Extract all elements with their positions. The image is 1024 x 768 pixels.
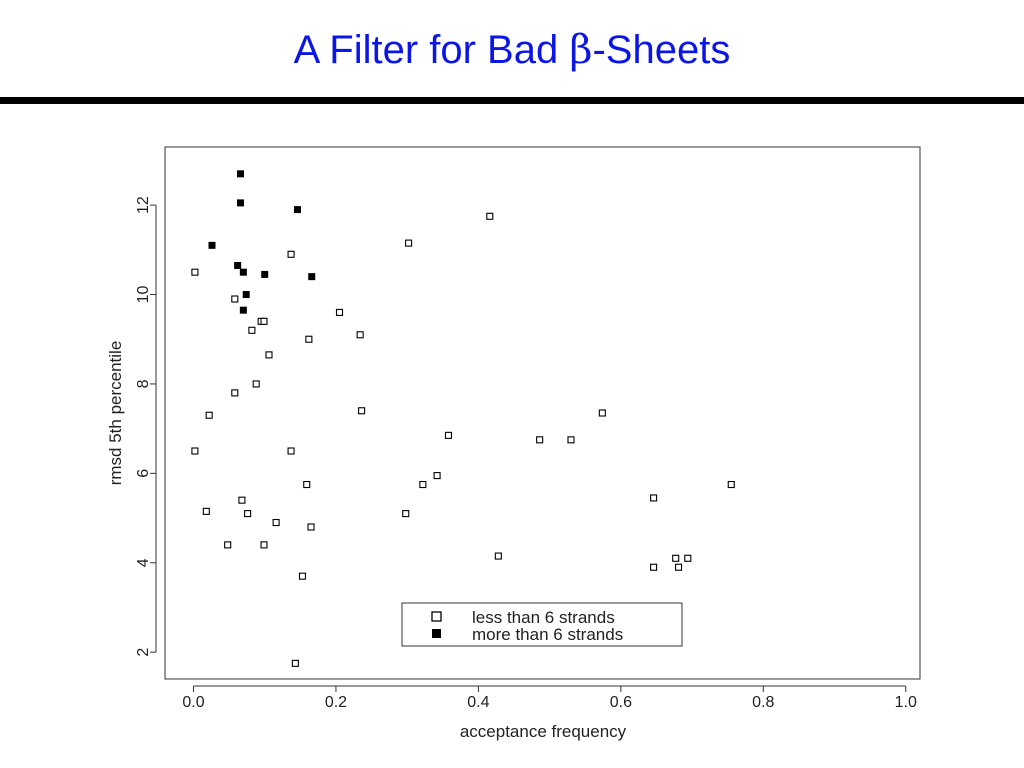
x-axis-label: acceptance frequency (460, 722, 627, 741)
legend: less than 6 strands more than 6 strands (401, 602, 683, 647)
y-tick-label: 2 (135, 648, 152, 657)
y-tick-label: 4 (135, 558, 152, 567)
data-point-open (307, 523, 315, 531)
legend-label-less-than-6: less than 6 strands (472, 608, 615, 627)
x-tick-label: 0.2 (325, 694, 347, 711)
data-point-filled (239, 306, 247, 314)
data-point-open (650, 563, 658, 571)
data-point-open (494, 552, 502, 560)
data-point-open (405, 239, 413, 247)
data-point-open (356, 331, 364, 339)
data-point-open (260, 317, 268, 325)
x-tick-label: 0.4 (467, 694, 489, 711)
x-tick-label: 0.6 (610, 694, 632, 711)
data-point-filled (308, 273, 316, 281)
data-point-open (358, 407, 366, 415)
y-axis: 2 4 6 8 10 12 (135, 196, 157, 657)
data-point-filled (239, 268, 247, 276)
data-point-filled (208, 241, 216, 249)
data-point-open (305, 335, 313, 343)
data-point-filled (234, 261, 242, 269)
x-tick-label: 0.0 (182, 694, 204, 711)
data-point-open (202, 507, 210, 515)
data-point-open (672, 554, 680, 562)
data-point-open (224, 541, 232, 549)
data-point-open (260, 541, 268, 549)
data-point-open (650, 494, 658, 502)
data-point-open (238, 496, 246, 504)
data-point-open (598, 409, 606, 417)
data-point-open (444, 431, 453, 439)
y-tick-label: 8 (135, 379, 152, 388)
slide-title: A Filter for Bad β-Sheets (0, 22, 1024, 78)
data-point-filled (237, 199, 244, 207)
data-point-open (402, 510, 410, 518)
data-point-filled (242, 291, 250, 299)
title-divider (0, 97, 1024, 104)
data-point-open (335, 308, 344, 316)
data-points (191, 170, 735, 667)
x-tick-label: 1.0 (895, 694, 917, 711)
x-tick-label: 0.8 (752, 694, 774, 711)
data-point-open (684, 554, 692, 562)
y-tick-label: 10 (135, 286, 152, 304)
legend-label-more-than-6: more than 6 strands (472, 625, 623, 644)
data-point-open (486, 212, 494, 220)
data-point-open (231, 389, 239, 397)
data-point-open (191, 447, 199, 455)
y-tick-label: 12 (135, 196, 152, 214)
data-point-open (567, 436, 575, 444)
data-point-filled (237, 170, 244, 178)
data-point-open (287, 250, 295, 258)
x-axis: 0.0 0.2 0.4 0.6 0.8 1.0 (182, 685, 917, 711)
data-point-open (272, 518, 280, 527)
data-point-filled (261, 270, 269, 278)
data-point-open (433, 472, 441, 480)
data-point-open (303, 480, 311, 489)
data-point-open (287, 447, 295, 455)
title-prefix: A Filter for Bad (293, 28, 570, 72)
data-point-open (205, 411, 213, 419)
legend-filled-square-marker (432, 629, 441, 638)
data-point-open (265, 351, 273, 359)
title-beta-symbol: β (569, 27, 593, 73)
data-point-open (536, 436, 544, 444)
legend-open-square-marker (431, 611, 442, 622)
y-tick-label: 6 (135, 469, 152, 478)
y-axis-label: rmsd 5th percentile (106, 341, 125, 486)
data-point-open (674, 563, 683, 571)
data-point-open (298, 572, 307, 580)
data-point-open (231, 295, 239, 303)
plot-frame (164, 146, 921, 680)
data-point-open (191, 268, 199, 276)
data-point-open (291, 659, 299, 667)
data-point-open (252, 380, 260, 388)
title-suffix: -Sheets (592, 28, 731, 72)
data-point-open (244, 510, 252, 518)
data-point-open (419, 480, 427, 489)
data-point-open (248, 326, 256, 334)
legend-box (401, 602, 683, 647)
data-point-open (727, 480, 735, 489)
data-point-filled (293, 206, 301, 214)
